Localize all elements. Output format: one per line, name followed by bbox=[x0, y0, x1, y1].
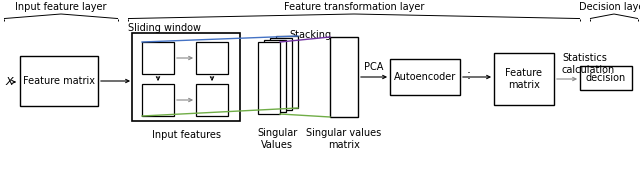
FancyBboxPatch shape bbox=[142, 84, 174, 116]
Text: PCA: PCA bbox=[364, 62, 384, 72]
FancyBboxPatch shape bbox=[264, 40, 286, 112]
Text: Statistics
calculation: Statistics calculation bbox=[562, 53, 615, 75]
FancyBboxPatch shape bbox=[20, 56, 98, 106]
FancyBboxPatch shape bbox=[580, 66, 632, 90]
Text: ·: · bbox=[467, 67, 471, 81]
FancyBboxPatch shape bbox=[276, 36, 298, 108]
Text: Singular
Values: Singular Values bbox=[257, 128, 297, 150]
Text: ·: · bbox=[467, 74, 471, 87]
Text: Feature
matrix: Feature matrix bbox=[506, 68, 543, 90]
Text: Sliding window: Sliding window bbox=[129, 23, 202, 33]
Text: Singular values
matrix: Singular values matrix bbox=[307, 128, 381, 150]
Text: Input features: Input features bbox=[152, 130, 221, 140]
FancyBboxPatch shape bbox=[132, 33, 240, 121]
Text: Decision layer: Decision layer bbox=[579, 2, 640, 12]
Text: decision: decision bbox=[586, 73, 626, 83]
FancyBboxPatch shape bbox=[258, 42, 280, 114]
FancyBboxPatch shape bbox=[196, 42, 228, 74]
FancyBboxPatch shape bbox=[196, 84, 228, 116]
Text: Feature transformation layer: Feature transformation layer bbox=[284, 2, 424, 12]
Text: Stacking: Stacking bbox=[289, 30, 331, 40]
FancyBboxPatch shape bbox=[390, 59, 460, 95]
FancyBboxPatch shape bbox=[330, 37, 358, 117]
FancyBboxPatch shape bbox=[142, 42, 174, 74]
FancyBboxPatch shape bbox=[494, 53, 554, 105]
Text: Feature matrix: Feature matrix bbox=[23, 76, 95, 86]
FancyBboxPatch shape bbox=[270, 38, 292, 110]
Text: Autoencoder: Autoencoder bbox=[394, 72, 456, 82]
Text: Input feature layer: Input feature layer bbox=[15, 2, 107, 12]
Text: X: X bbox=[5, 77, 13, 87]
